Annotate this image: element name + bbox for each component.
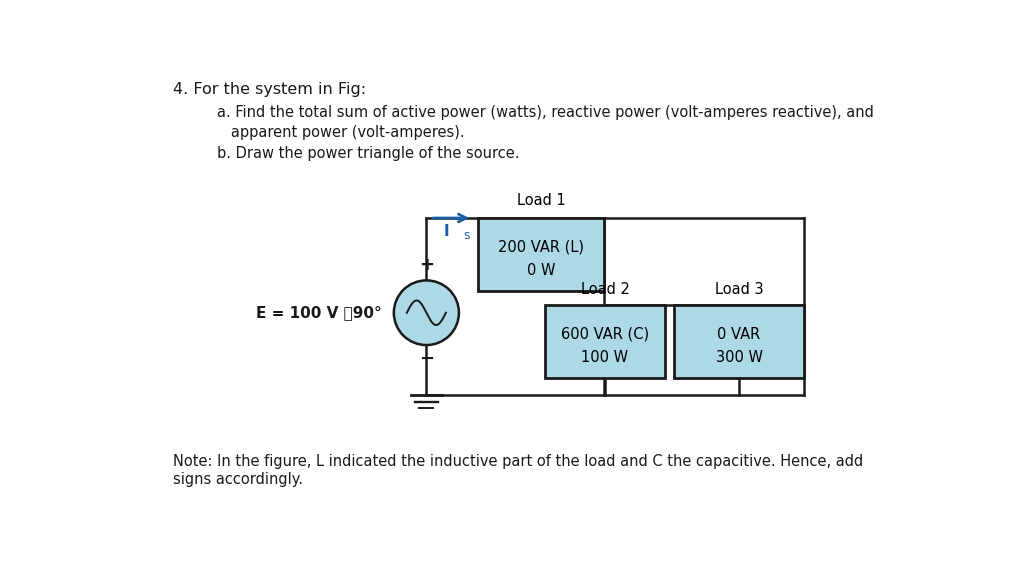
Bar xyxy=(545,305,665,378)
Text: −: − xyxy=(419,349,434,368)
Text: Load 2: Load 2 xyxy=(581,283,630,297)
Text: s: s xyxy=(464,229,470,242)
Circle shape xyxy=(394,280,459,345)
Text: 0 VAR: 0 VAR xyxy=(718,327,761,342)
Text: b. Draw the power triangle of the source.: b. Draw the power triangle of the source… xyxy=(217,146,519,161)
Text: E = 100 V ⤀90°: E = 100 V ⤀90° xyxy=(256,305,381,320)
Text: 600 VAR (C): 600 VAR (C) xyxy=(561,327,649,342)
Text: Note: In the figure, L indicated the inductive part of the load and C the capaci: Note: In the figure, L indicated the ind… xyxy=(173,454,863,468)
Bar xyxy=(675,305,804,378)
Text: +: + xyxy=(419,256,434,274)
Text: apparent power (volt-amperes).: apparent power (volt-amperes). xyxy=(217,125,465,140)
Text: Load 3: Load 3 xyxy=(715,283,764,297)
Text: Load 1: Load 1 xyxy=(517,193,565,208)
Bar xyxy=(478,218,604,291)
Text: 100 W: 100 W xyxy=(582,350,629,365)
Text: 0 W: 0 W xyxy=(526,263,555,278)
Text: signs accordingly.: signs accordingly. xyxy=(173,472,303,487)
Text: 300 W: 300 W xyxy=(716,350,763,365)
Text: 200 VAR (L): 200 VAR (L) xyxy=(498,240,584,255)
Text: 4. For the system in Fig:: 4. For the system in Fig: xyxy=(173,82,366,97)
Text: I: I xyxy=(443,224,450,239)
Text: a. Find the total sum of active power (watts), reactive power (volt-amperes reac: a. Find the total sum of active power (w… xyxy=(217,105,874,120)
